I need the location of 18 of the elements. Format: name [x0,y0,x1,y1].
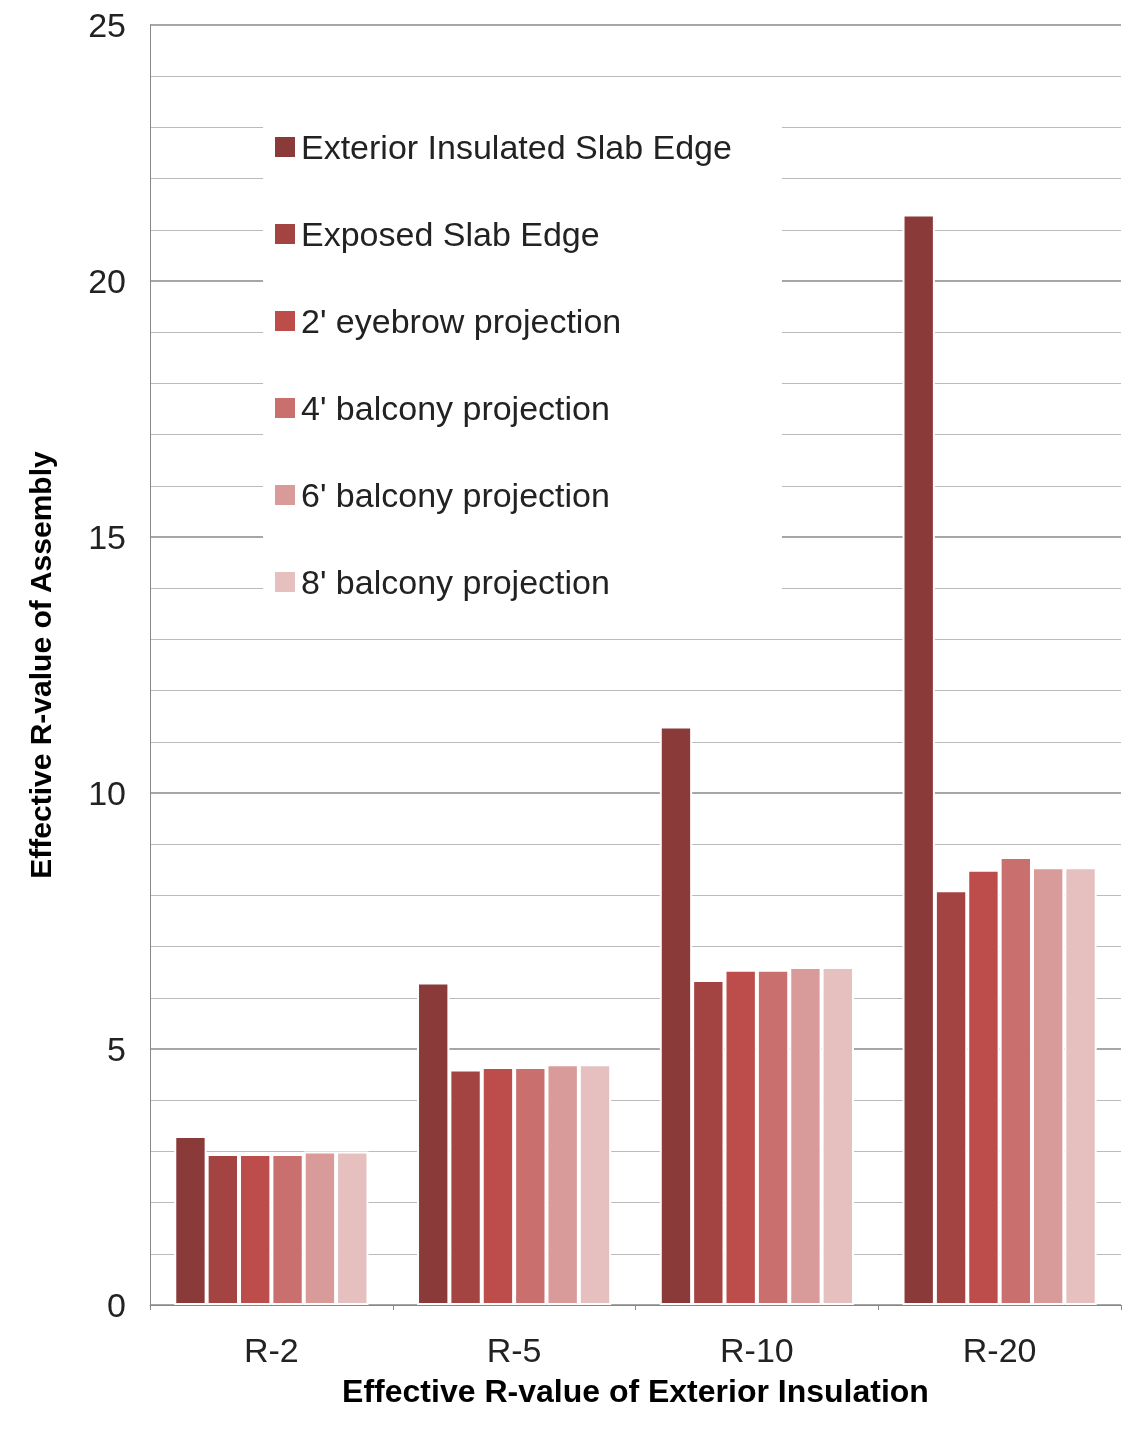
y-tick-label: 10 [88,774,126,812]
y-tick-label: 0 [107,1286,126,1324]
legend-label: 2' eyebrow projection [301,302,622,340]
x-axis-title: Effective R-value of Exterior Insulation [342,1373,929,1409]
legend-label: Exterior Insulated Slab Edge [301,128,732,166]
x-tick-label: R-2 [243,1331,299,1369]
x-tick-label: R-20 [962,1331,1037,1369]
y-axis-title: Effective R-value of Assembly [23,451,57,879]
legend-label: 8' balcony projection [301,563,610,601]
y-tick-label: 20 [88,262,126,300]
y-tick-label: 15 [88,518,126,556]
y-tick-label: 25 [88,6,126,44]
legend-label: 6' balcony projection [301,476,610,514]
x-tick-label: R-10 [720,1331,794,1369]
x-tick-label: R-5 [486,1331,542,1369]
y-tick-label: 5 [107,1030,126,1068]
legend-label: 4' balcony projection [301,389,610,427]
legend-label: Exposed Slab Edge [301,215,600,253]
